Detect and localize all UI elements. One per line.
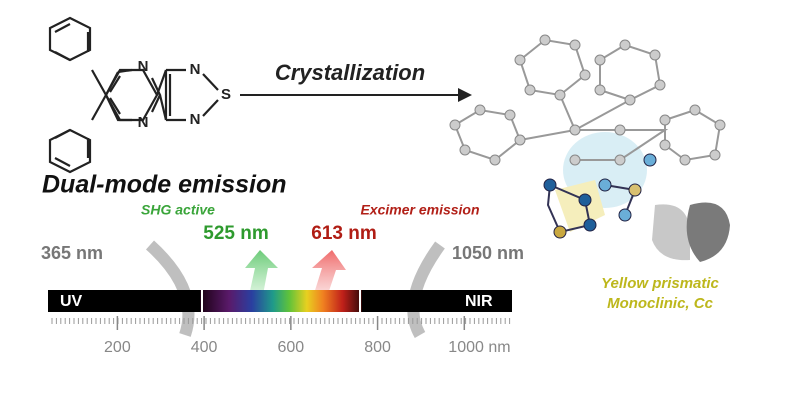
crystal-shape: [686, 202, 730, 262]
tick-label: 1000 nm: [448, 339, 510, 356]
region-label: UV: [60, 293, 83, 310]
crystal-shape: [652, 204, 690, 261]
molecule: N N N S N: [48, 16, 231, 174]
atom-label: N: [138, 114, 149, 131]
shg-label: SHG active: [141, 202, 215, 218]
spectrum: UV NIR 200 400 600 800 1000 nm: [48, 290, 512, 356]
excitation-label: 365 nm: [41, 243, 103, 263]
atom-label: S: [221, 86, 231, 103]
tick-label: 200: [104, 339, 131, 356]
crystal-structure: [449, 34, 726, 239]
arrow-label: Crystallization: [275, 60, 425, 85]
excimer-wavelength: 613 nm: [311, 223, 376, 244]
visible-band: [200, 290, 362, 312]
shg-arrow: [245, 250, 278, 300]
region-label: NIR: [465, 293, 493, 310]
tick-label: 800: [364, 339, 391, 356]
excimer-arrow: [312, 250, 346, 300]
atom-label: N: [138, 58, 149, 75]
heading: Dual-mode emission: [42, 171, 287, 199]
emission-limit-label: 1050 nm: [452, 243, 524, 263]
excimer-label: Excimer emission: [360, 202, 479, 218]
tick-label: 400: [191, 339, 218, 356]
crystal-system: Monoclinic, Cc: [607, 295, 714, 312]
shg-wavelength: 525 nm: [203, 223, 268, 244]
arrow-head: [458, 88, 472, 102]
crystal-habit: Yellow prismatic: [601, 275, 719, 292]
tick-label: 600: [277, 339, 304, 356]
atom-label: N: [190, 111, 201, 128]
atom-label: N: [190, 61, 201, 78]
